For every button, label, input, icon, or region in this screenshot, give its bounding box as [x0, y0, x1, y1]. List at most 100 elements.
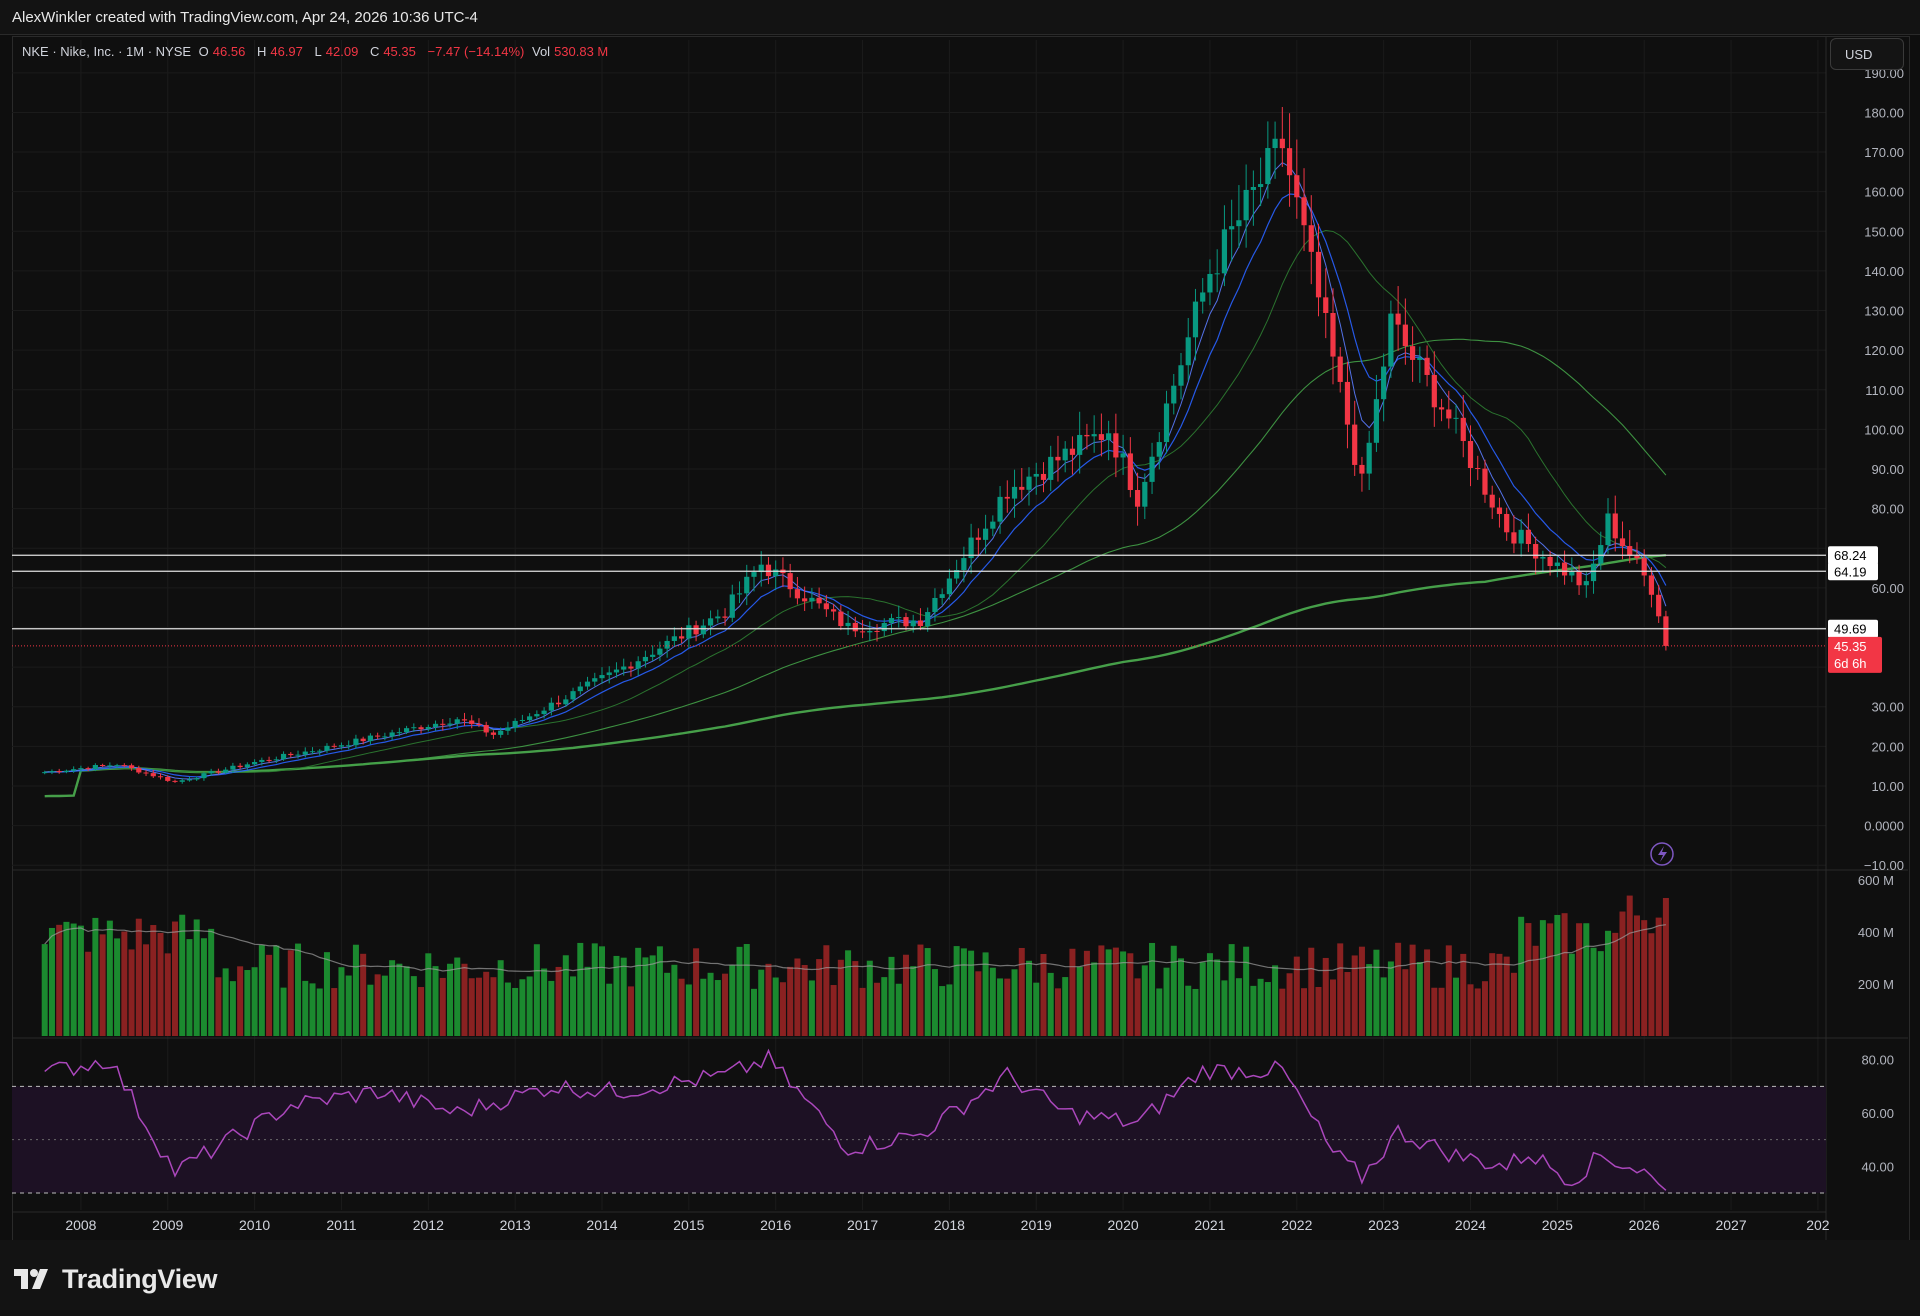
- volume-bar: [910, 966, 917, 1036]
- volume-bar: [1091, 962, 1098, 1036]
- candle-body: [208, 771, 214, 774]
- chart-credit: AlexWinkler created with TradingView.com…: [12, 9, 478, 26]
- volume-bar: [432, 966, 439, 1036]
- candle-body: [990, 521, 996, 529]
- candle-body: [42, 772, 48, 774]
- candle-body: [461, 719, 468, 721]
- price-tick-label: 170.00: [1864, 145, 1904, 160]
- x-axis-label: 2014: [586, 1217, 617, 1233]
- volume-bar: [237, 966, 244, 1036]
- volume-bar: [1633, 915, 1640, 1036]
- candle-body: [867, 630, 873, 633]
- volume-tick-label: 400 M: [1858, 925, 1894, 940]
- candle-body: [642, 656, 649, 662]
- level-label-box: [1828, 562, 1878, 581]
- volume-bar: [1206, 953, 1213, 1036]
- candle-body: [1402, 324, 1408, 347]
- volume-bar: [1337, 943, 1344, 1036]
- volume-value: Vol 530.83 M: [531, 44, 609, 59]
- volume-bar: [1329, 979, 1336, 1036]
- candle-body: [1453, 417, 1459, 419]
- x-axis-label: 2020: [1108, 1217, 1139, 1233]
- volume-bar: [1264, 982, 1271, 1036]
- chart-frame[interactable]: [12, 36, 1910, 1242]
- volume-bar: [613, 955, 620, 1036]
- volume-bar: [1395, 942, 1402, 1036]
- volume-bar: [1199, 962, 1206, 1036]
- candle-body: [1547, 556, 1553, 567]
- candle-body: [100, 765, 106, 767]
- candle-body: [1019, 486, 1025, 490]
- candle-body: [1641, 558, 1647, 576]
- volume-bar: [179, 914, 186, 1036]
- volume-bar: [1243, 946, 1250, 1036]
- volume-bar: [1047, 972, 1054, 1036]
- candle-body: [317, 750, 323, 752]
- volume-bar: [77, 925, 84, 1036]
- volume-bar: [418, 987, 425, 1036]
- top-bar: AlexWinkler created with TradingView.com…: [0, 0, 1920, 35]
- volume-bar: [70, 923, 77, 1036]
- candle-body: [1366, 442, 1372, 474]
- volume-bar: [1547, 923, 1554, 1036]
- candle-body: [1192, 301, 1199, 338]
- volume-bar: [1033, 982, 1040, 1036]
- x-axis-label: 2023: [1368, 1217, 1399, 1233]
- volume-bar: [1525, 923, 1532, 1036]
- volume-bar: [266, 954, 273, 1036]
- volume-bar: [1279, 988, 1286, 1036]
- candle-body: [773, 569, 779, 577]
- volume-bar: [845, 950, 852, 1036]
- volume-bar: [1539, 920, 1546, 1036]
- volume-bar: [150, 925, 157, 1036]
- candle-body: [1265, 148, 1271, 185]
- candle-body: [859, 631, 866, 633]
- candle-body: [1337, 356, 1343, 382]
- volume-bar: [1315, 986, 1322, 1036]
- volume-bar: [931, 969, 938, 1036]
- volume-bar: [787, 966, 794, 1036]
- volume-bar: [483, 971, 490, 1036]
- candle-body: [389, 732, 395, 737]
- volume-bar: [1373, 949, 1380, 1036]
- candle-body: [1561, 562, 1568, 576]
- candle-body: [498, 730, 504, 735]
- volume-bar: [1518, 916, 1525, 1036]
- volume-bar: [1178, 958, 1184, 1036]
- candle-body: [56, 771, 62, 773]
- volume-bar: [1626, 895, 1633, 1036]
- volume-bar: [1662, 897, 1669, 1036]
- candle-body: [114, 765, 120, 767]
- rsi-tick-label: 60.00: [1861, 1106, 1894, 1121]
- price-tick-label: 80.00: [1871, 502, 1904, 517]
- currency-button[interactable]: USD: [1830, 38, 1904, 70]
- candle-body: [599, 675, 605, 679]
- volume-bar: [656, 946, 663, 1036]
- volume-bar: [143, 944, 150, 1036]
- tradingview-logo[interactable]: TradingView: [14, 1262, 218, 1296]
- alert-icon: [1650, 842, 1674, 866]
- candle-body: [143, 772, 149, 774]
- volume-bar: [1474, 988, 1481, 1036]
- candle-body: [1569, 571, 1575, 576]
- volume-bar: [157, 932, 164, 1036]
- candle-body: [172, 780, 178, 782]
- level-label: 64.19: [1834, 564, 1867, 579]
- ema-10-line: [44, 193, 1667, 778]
- volume-bar: [410, 976, 417, 1036]
- candle-body: [628, 666, 634, 669]
- candle-body: [230, 765, 236, 770]
- level-label-box: [1828, 546, 1878, 565]
- volume-bar: [548, 980, 555, 1036]
- volume-bar: [1185, 985, 1192, 1036]
- volume-bar: [562, 955, 569, 1036]
- volume-bar: [454, 957, 461, 1036]
- candle-body: [324, 745, 330, 751]
- volume-bar: [526, 976, 533, 1036]
- volume-bar: [447, 963, 454, 1036]
- candle-body: [469, 720, 475, 724]
- volume-bar: [338, 967, 345, 1036]
- candle-body: [939, 594, 945, 598]
- candle-body: [635, 661, 641, 669]
